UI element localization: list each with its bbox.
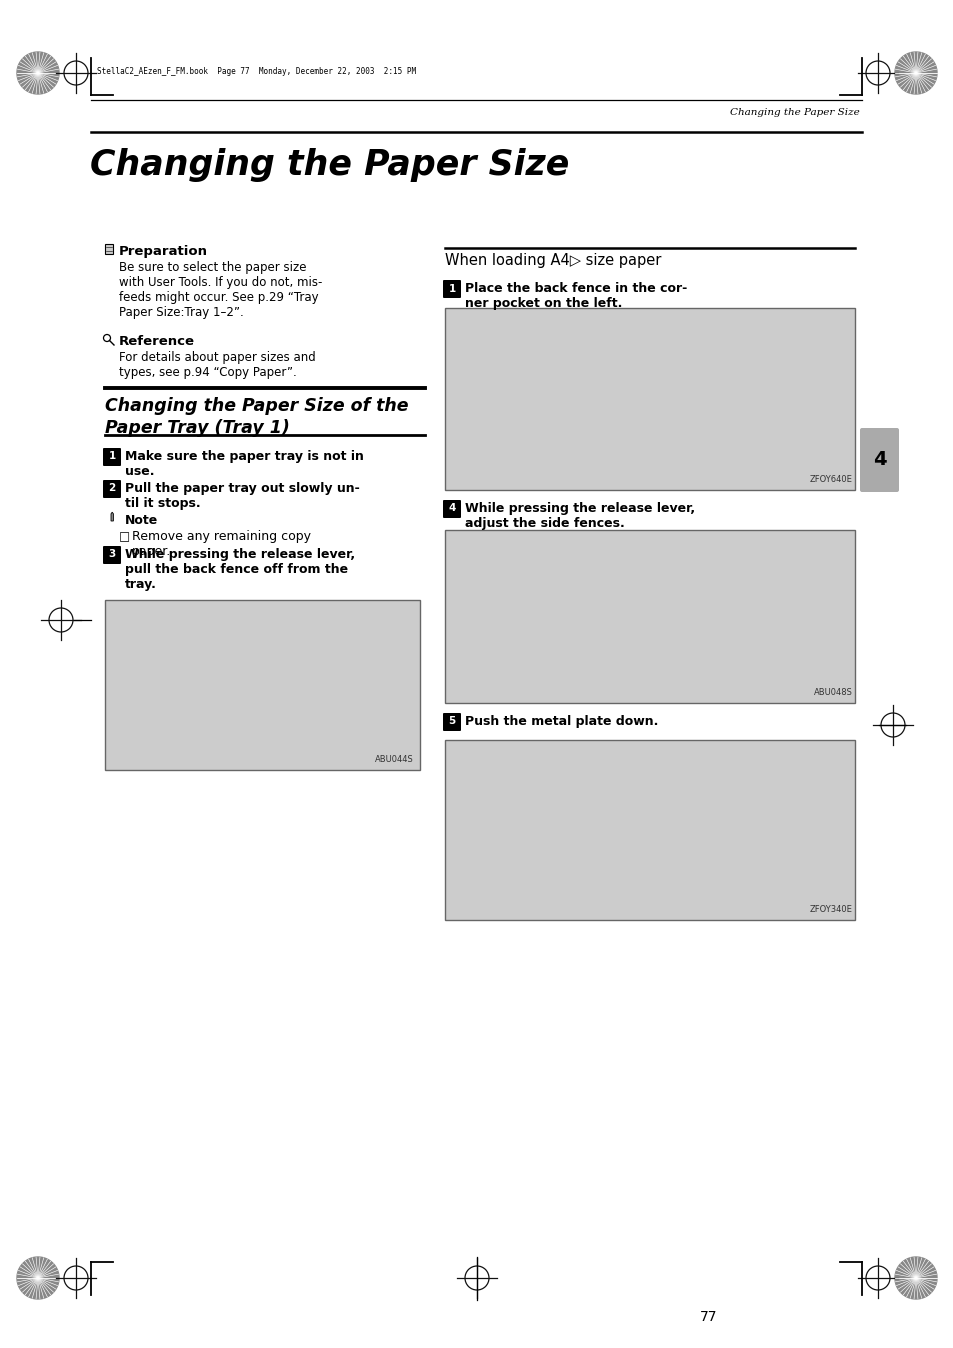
Text: 3: 3 xyxy=(109,550,115,559)
Text: Pull the paper tray out slowly un-: Pull the paper tray out slowly un- xyxy=(125,483,359,495)
Text: StellaC2_AEzen_F_FM.book  Page 77  Monday, December 22, 2003  2:15 PM: StellaC2_AEzen_F_FM.book Page 77 Monday,… xyxy=(97,67,416,77)
FancyBboxPatch shape xyxy=(859,429,898,492)
Text: Changing the Paper Size: Changing the Paper Size xyxy=(729,108,859,117)
Text: 1: 1 xyxy=(109,452,115,461)
Text: Changing the Paper Size: Changing the Paper Size xyxy=(90,148,569,182)
FancyBboxPatch shape xyxy=(442,500,460,518)
Text: Place the back fence in the cor-: Place the back fence in the cor- xyxy=(464,282,686,295)
Text: paper.: paper. xyxy=(132,545,172,558)
Text: ZFOY640E: ZFOY640E xyxy=(809,474,852,484)
Text: with User Tools. If you do not, mis-: with User Tools. If you do not, mis- xyxy=(119,276,322,288)
Text: ABU044S: ABU044S xyxy=(375,755,414,764)
Text: While pressing the release lever,: While pressing the release lever, xyxy=(464,501,695,515)
Text: Make sure the paper tray is not in: Make sure the paper tray is not in xyxy=(125,450,363,462)
Text: Push the metal plate down.: Push the metal plate down. xyxy=(464,714,658,728)
Text: ner pocket on the left.: ner pocket on the left. xyxy=(464,297,621,310)
Text: 4: 4 xyxy=(448,504,456,514)
Text: For details about paper sizes and: For details about paper sizes and xyxy=(119,350,315,364)
Text: While pressing the release lever,: While pressing the release lever, xyxy=(125,549,355,561)
Text: □: □ xyxy=(119,530,130,543)
Text: Paper Tray (Tray 1): Paper Tray (Tray 1) xyxy=(105,419,290,437)
Text: til it stops.: til it stops. xyxy=(125,497,200,510)
Text: Note: Note xyxy=(125,514,158,527)
FancyBboxPatch shape xyxy=(103,448,121,466)
Text: Remove any remaining copy: Remove any remaining copy xyxy=(132,530,311,543)
FancyBboxPatch shape xyxy=(442,280,460,298)
Text: Preparation: Preparation xyxy=(119,245,208,257)
Bar xyxy=(444,740,854,919)
Bar xyxy=(444,307,854,491)
Polygon shape xyxy=(894,1256,936,1299)
Bar xyxy=(105,600,419,770)
Text: use.: use. xyxy=(125,465,154,479)
Bar xyxy=(105,244,112,253)
Text: types, see p.94 “Copy Paper”.: types, see p.94 “Copy Paper”. xyxy=(119,367,296,379)
Text: feeds might occur. See p.29 “Tray: feeds might occur. See p.29 “Tray xyxy=(119,291,318,305)
Text: 4: 4 xyxy=(872,450,885,469)
Text: Be sure to select the paper size: Be sure to select the paper size xyxy=(119,262,306,274)
Polygon shape xyxy=(17,1256,59,1299)
Polygon shape xyxy=(17,53,59,94)
Bar xyxy=(444,530,854,704)
Text: ZFOY340E: ZFOY340E xyxy=(809,905,852,914)
Text: adjust the side fences.: adjust the side fences. xyxy=(464,518,624,530)
Text: 1: 1 xyxy=(448,283,456,294)
Text: 5: 5 xyxy=(448,717,456,727)
Text: Paper Size:Tray 1–2”.: Paper Size:Tray 1–2”. xyxy=(119,306,244,319)
Polygon shape xyxy=(111,512,113,520)
FancyBboxPatch shape xyxy=(103,480,121,497)
Text: Reference: Reference xyxy=(119,336,194,348)
FancyBboxPatch shape xyxy=(103,546,121,563)
Text: ABU048S: ABU048S xyxy=(813,687,852,697)
Polygon shape xyxy=(894,53,936,94)
Text: tray.: tray. xyxy=(125,578,156,590)
Text: Changing the Paper Size of the: Changing the Paper Size of the xyxy=(105,398,408,415)
Text: When loading A4▷ size paper: When loading A4▷ size paper xyxy=(444,253,660,268)
Text: 77: 77 xyxy=(700,1310,717,1324)
Text: pull the back fence off from the: pull the back fence off from the xyxy=(125,563,348,576)
FancyBboxPatch shape xyxy=(442,713,460,731)
Text: 2: 2 xyxy=(109,484,115,493)
